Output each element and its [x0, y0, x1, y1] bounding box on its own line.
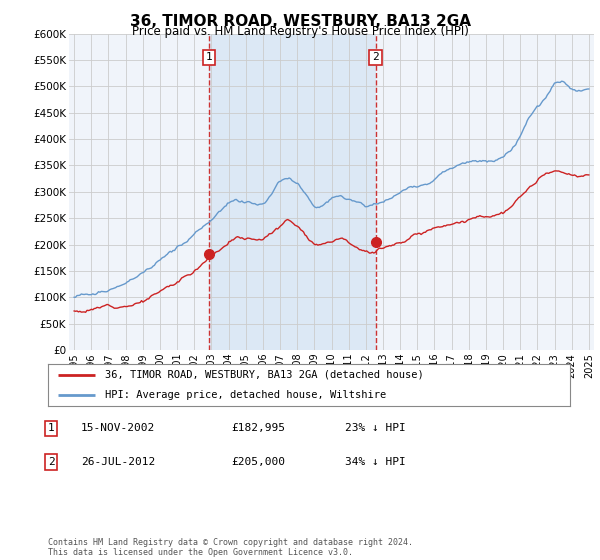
Text: 1: 1: [206, 52, 213, 62]
Text: £182,995: £182,995: [231, 423, 285, 433]
Text: 36, TIMOR ROAD, WESTBURY, BA13 2GA (detached house): 36, TIMOR ROAD, WESTBURY, BA13 2GA (deta…: [106, 370, 424, 380]
Text: HPI: Average price, detached house, Wiltshire: HPI: Average price, detached house, Wilt…: [106, 390, 386, 400]
Text: 36, TIMOR ROAD, WESTBURY, BA13 2GA: 36, TIMOR ROAD, WESTBURY, BA13 2GA: [130, 14, 470, 29]
Text: 15-NOV-2002: 15-NOV-2002: [81, 423, 155, 433]
Text: 26-JUL-2012: 26-JUL-2012: [81, 457, 155, 467]
Text: 23% ↓ HPI: 23% ↓ HPI: [345, 423, 406, 433]
Text: Contains HM Land Registry data © Crown copyright and database right 2024.
This d: Contains HM Land Registry data © Crown c…: [48, 538, 413, 557]
Text: £205,000: £205,000: [231, 457, 285, 467]
Text: 34% ↓ HPI: 34% ↓ HPI: [345, 457, 406, 467]
Text: 2: 2: [372, 52, 379, 62]
Text: 2: 2: [47, 457, 55, 467]
Text: Price paid vs. HM Land Registry's House Price Index (HPI): Price paid vs. HM Land Registry's House …: [131, 25, 469, 38]
Text: 1: 1: [47, 423, 55, 433]
Bar: [209, 34, 376, 350]
